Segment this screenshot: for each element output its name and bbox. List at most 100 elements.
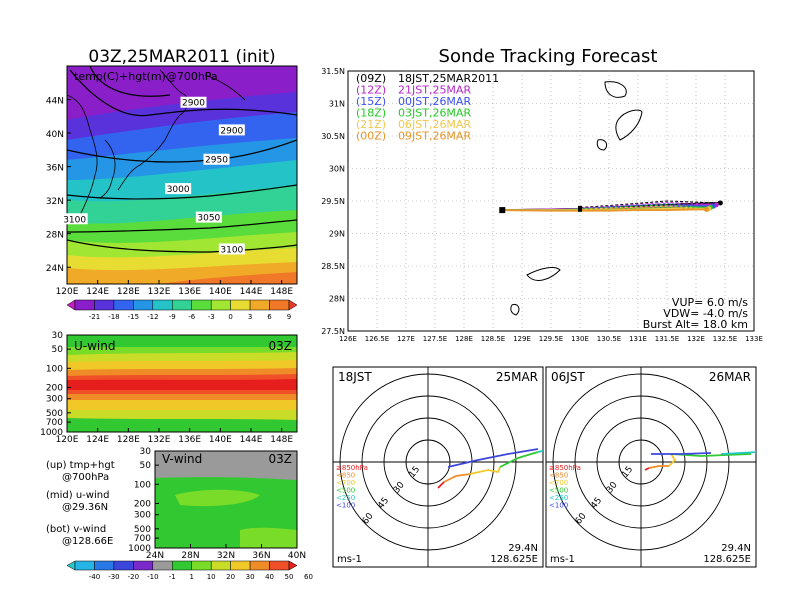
u-lon-tick-4: 136E xyxy=(178,435,201,445)
hodo_left-wind-segment-1 xyxy=(443,473,471,483)
u-lon-tick-2: 128E xyxy=(117,435,140,445)
u-band-top xyxy=(67,335,297,347)
u-p-tick-2: 100 xyxy=(46,364,63,374)
contour-label-3: 3000 xyxy=(167,185,190,195)
wind-colorbar-label-1: -30 xyxy=(108,573,119,581)
hodo_left-lat: 29.4N xyxy=(508,543,538,554)
wind-colorbar-cell-10 xyxy=(249,560,270,571)
wind-colorbar: -40 -30 -20 -10 -1 1 10 20 30 40 50 60 xyxy=(66,560,313,581)
u-lon-tick-0: 120E xyxy=(56,435,79,445)
track-descent-3 xyxy=(579,204,708,210)
u-time: 03Z xyxy=(269,339,293,353)
v-p-tick-0: 30 xyxy=(140,447,152,457)
v-p-tick-1: 50 xyxy=(140,461,152,471)
temp-colorbar-cell-2 xyxy=(94,299,115,311)
v-p-tick-2: 100 xyxy=(134,480,151,490)
track-descent-0 xyxy=(579,200,719,208)
wind-colorbar-cell-12 xyxy=(288,560,298,571)
contour-label-4: 3050 xyxy=(197,214,220,224)
hodo_left-date: 25MAR xyxy=(496,370,538,384)
track-lat-tick-1: 31N xyxy=(329,100,345,109)
island-5 xyxy=(510,303,520,316)
hodo_right-date: 26MAR xyxy=(709,370,751,384)
tracking-panel: (09Z) 18JST,25MAR2011 (12Z) 21JST,25MAR (15Z… xyxy=(321,67,763,343)
track-descent-4 xyxy=(579,205,708,210)
right-title: Sonde Tracking Forecast xyxy=(439,46,658,67)
contour-2900 xyxy=(69,69,297,117)
hodo_right-lon: 128.625E xyxy=(703,554,751,565)
hodo_right-unit: ms-1 xyxy=(550,554,575,565)
wind-colorbar-label-5: 1 xyxy=(189,573,193,581)
wind-colorbar-cell-6 xyxy=(172,560,192,571)
map-lat-tick-0: 44N xyxy=(46,97,64,107)
u-band-bottom xyxy=(67,418,297,432)
v-label: V-wind xyxy=(162,452,202,466)
contour-3000 xyxy=(67,184,297,200)
hodo_right-rings xyxy=(546,367,756,567)
hodo_left-frame xyxy=(332,366,544,568)
left-title: 03Z,25MAR2011 (init) xyxy=(88,47,275,67)
track-descent-5 xyxy=(579,206,705,210)
v-band-gray xyxy=(155,451,297,480)
track-lines xyxy=(499,200,723,214)
track-lon-tick-6: 129E xyxy=(513,335,531,343)
island-3 xyxy=(596,139,608,151)
burst-point-0 xyxy=(717,200,723,206)
legend-text-1: 21JST,25MAR xyxy=(398,84,471,97)
temp-colorbar-cell-12 xyxy=(288,299,298,311)
legend-code-5: (00Z) xyxy=(356,130,386,143)
wind-colorbar-label-7: 20 xyxy=(226,573,235,581)
hodo_right-level-0: ≥850hPa xyxy=(549,464,581,472)
track-lon-tick-13: 132.5E xyxy=(713,335,737,343)
hodo_right-wind-segment-0 xyxy=(644,467,650,471)
track-lon-tick-3: 127.5E xyxy=(423,335,447,343)
contour-3100 xyxy=(67,239,297,253)
u-lon-tick-6: 144E xyxy=(240,435,263,445)
track-lon-tick-10: 131E xyxy=(629,335,647,343)
track-lat-tick-3: 30N xyxy=(329,165,345,174)
burst-text: Burst Alt= 18.0 km xyxy=(643,318,748,331)
temp-colorbar-cell-3 xyxy=(113,299,134,311)
legend-code-2: (15Z) xyxy=(356,95,386,108)
map-lat-tick-3: 32N xyxy=(46,197,64,207)
wind-colorbar-label-4: -1 xyxy=(169,573,176,581)
note-line2-2: @128.66E xyxy=(62,536,113,547)
map-label: temp(C)+hgt(m)@700hPa xyxy=(74,70,218,83)
wind-colorbar-cell-2 xyxy=(94,560,115,571)
vdw-text: VDW= -4.0 m/s xyxy=(663,307,748,320)
map-lon-tick-1: 124E xyxy=(86,287,109,297)
hodo_right-wind-segment-5 xyxy=(651,452,712,455)
u-lon-tick-3: 132E xyxy=(148,435,171,445)
hodo_left-level-1: <850 xyxy=(336,472,355,480)
temp-colorbar-cell-8 xyxy=(210,299,231,311)
contour-3050 xyxy=(67,219,297,233)
wind-colorbar-cell-3 xyxy=(113,560,134,571)
u-p-tick-6: 700 xyxy=(46,418,63,428)
contour-label-bg xyxy=(180,96,207,108)
note-line1-1: (mid) u-wind xyxy=(46,490,109,501)
v-p-tick-5: 500 xyxy=(134,525,151,535)
hodo_right-level-3: <500 xyxy=(549,487,568,495)
u-band-5 xyxy=(67,379,297,390)
burst-point-5 xyxy=(703,206,709,212)
map-lon-tick-6: 144E xyxy=(240,287,263,297)
temp-colorbar-label-0: -21 xyxy=(89,313,100,321)
hodo_left-time: 18JST xyxy=(338,370,372,384)
map-lon-tick-0: 120E xyxy=(56,287,79,297)
map-lat-tick-4: 28N xyxy=(46,231,64,241)
temp-colorbar-cell-0 xyxy=(66,299,76,311)
track-legend: (09Z) 18JST,25MAR2011 (12Z) 21JST,25MAR (15Z… xyxy=(356,72,499,143)
wind-colorbar-cell-1 xyxy=(74,560,95,571)
tracking-islands xyxy=(510,81,643,316)
u-lon-tick-5: 140E xyxy=(209,435,232,445)
legend-text-3: 03JST,26MAR xyxy=(398,107,471,120)
legend-code-4: (21Z) xyxy=(356,118,386,131)
track-lon-tick-8: 130E xyxy=(571,335,589,343)
map-lat-tick-5: 24N xyxy=(46,264,64,274)
contour-labels: 2900 2900 2950 3000 3050 3100 3100 xyxy=(61,96,245,255)
map-lon-ticks: 120E 124E 128E 132E 136E 140E 144E 148E xyxy=(56,280,293,297)
track-lon-tick-14: 133E xyxy=(745,335,763,343)
